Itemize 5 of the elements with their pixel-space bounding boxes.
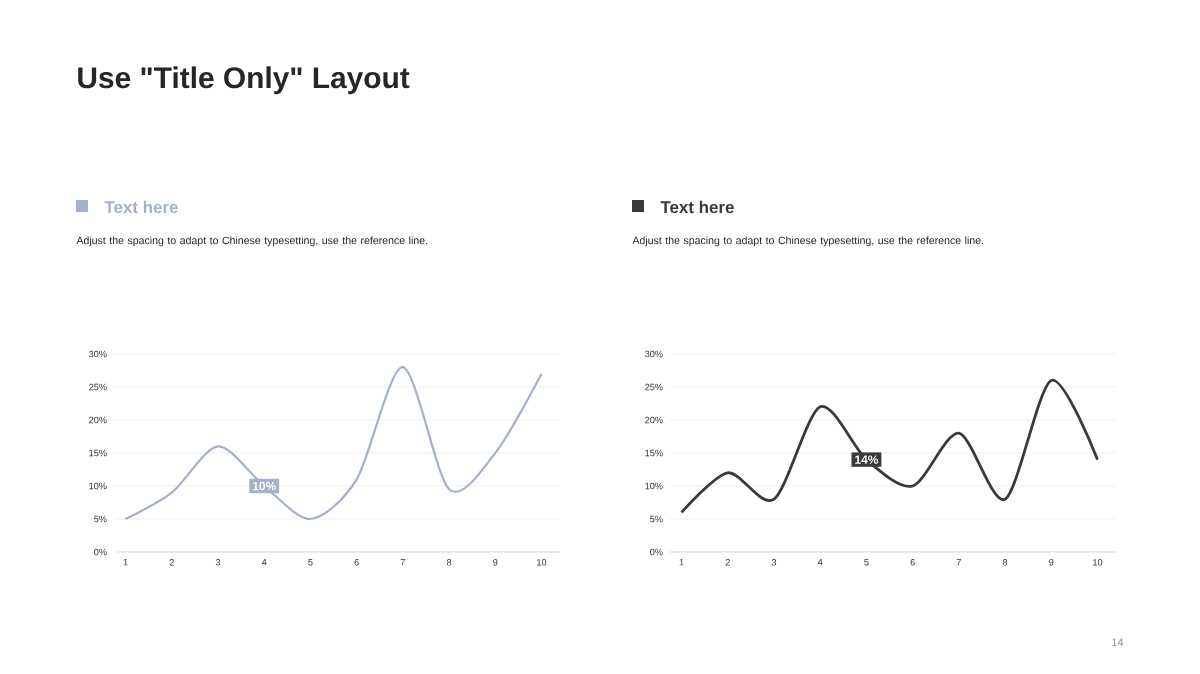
line-series [680, 379, 1099, 514]
chart-title: Text here [660, 200, 734, 214]
text: Use "Title Only" Layout [78, 66, 410, 95]
line-series [124, 366, 543, 521]
chart-title: Text here [104, 200, 178, 214]
